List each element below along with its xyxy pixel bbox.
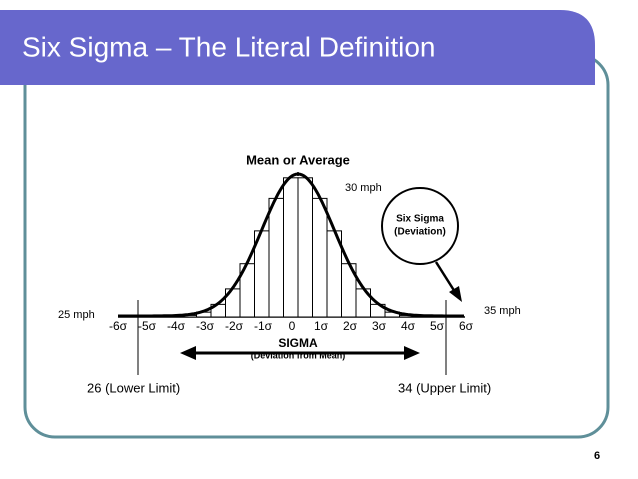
axis-sublabel: (Deviation from Mean): [251, 350, 346, 360]
sigma-label: -1σ: [254, 319, 273, 333]
callout-circle: [381, 187, 459, 265]
title-bar: [0, 10, 595, 85]
sigma-label: -5σ: [138, 319, 157, 333]
sigma-label: 6σ: [459, 319, 474, 333]
axis-label: SIGMA: [278, 336, 318, 350]
diagram-heading: Mean or Average: [246, 152, 350, 167]
callout-line: (Deviation): [394, 227, 446, 238]
sigma-label: 2σ: [343, 319, 358, 333]
callout-arrow-head: [449, 286, 462, 302]
diagram: Mean or Average SIGMA (Deviation from Me…: [109, 152, 474, 375]
callout-line: Six Sigma: [396, 214, 444, 225]
slide-title: Six Sigma – The Literal Definition: [22, 31, 435, 62]
sigma-label: 0: [289, 319, 296, 333]
sigma-label: -3σ: [196, 319, 215, 333]
histogram-bar: [283, 177, 299, 318]
sigma-label: 4σ: [401, 319, 416, 333]
sigma-label: -4σ: [167, 319, 186, 333]
lower-annotation: 25 mph: [58, 309, 95, 321]
sigma-label: -2σ: [225, 319, 244, 333]
sigma-label: 5σ: [430, 319, 445, 333]
bell-curve: [118, 172, 464, 318]
histogram-bar: [297, 177, 313, 318]
lower-limit-label: 26 (Lower Limit): [87, 380, 180, 395]
mean-annotation: 30 mph: [345, 182, 382, 194]
sigma-label: 3σ: [372, 319, 387, 333]
sigma-label: -6σ: [109, 319, 128, 333]
callout-arrow: [434, 261, 457, 293]
upper-annotation: 35 mph: [484, 305, 521, 317]
histogram-bar: [268, 197, 284, 318]
upper-limit-label: 34 (Upper Limit): [398, 380, 491, 395]
sigma-label: 1σ: [314, 319, 329, 333]
histogram-bar: [312, 197, 328, 318]
page-number: 6: [594, 450, 600, 462]
